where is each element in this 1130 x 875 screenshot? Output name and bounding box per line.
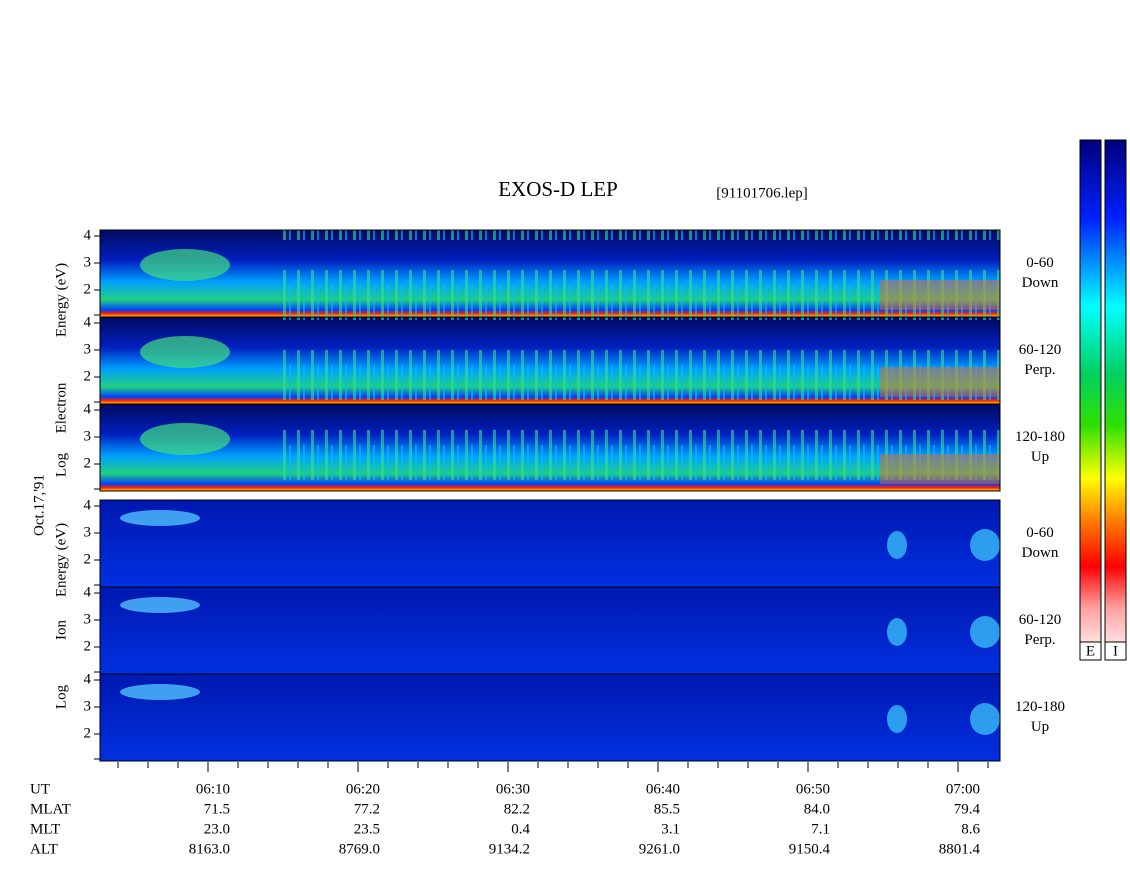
row-label: MLT bbox=[30, 821, 60, 837]
spectrogram-feature bbox=[140, 423, 230, 455]
row-value: 23.0 bbox=[204, 821, 230, 837]
y-axis-label: Ion bbox=[53, 620, 69, 640]
plots: 2 3 4 0-60 Down 2 3 4 60-120 Perp. 2 3 4 120-180 Up Log… bbox=[30, 227, 1065, 857]
spectrogram-feature bbox=[880, 280, 1000, 310]
spectrogram-feature bbox=[970, 616, 1000, 648]
colorbar-box bbox=[1104, 641, 1127, 661]
date-label: Oct.17,'91 bbox=[31, 474, 47, 536]
spectrogram-feature bbox=[120, 684, 200, 700]
panel-frame bbox=[99, 403, 1001, 492]
y-axis-label: Energy (eV) bbox=[53, 263, 69, 337]
y-tick-label: 4 bbox=[84, 497, 92, 513]
row-value: 7.1 bbox=[811, 821, 830, 837]
panel-label: 0-60 bbox=[1026, 525, 1054, 541]
panel-label: 120-180 bbox=[1015, 429, 1065, 445]
y-tick-label: 3 bbox=[84, 524, 92, 540]
row-value: 06:30 bbox=[496, 781, 530, 797]
row-value: 9134.2 bbox=[489, 841, 530, 857]
colorbar bbox=[1079, 139, 1102, 661]
title: EXOS-D LEP bbox=[498, 177, 618, 201]
row-value: 06:20 bbox=[346, 781, 380, 797]
row-value: 06:50 bbox=[796, 781, 830, 797]
row-label: UT bbox=[30, 781, 50, 797]
row-value: 9261.0 bbox=[639, 841, 680, 857]
spectrogram bbox=[100, 500, 1000, 587]
spectrogram-feature bbox=[887, 531, 907, 559]
panel-label: 60-120 bbox=[1019, 342, 1062, 358]
row-value: 8.6 bbox=[961, 821, 980, 837]
y-tick-label: 4 bbox=[84, 584, 92, 600]
y-tick-label: 2 bbox=[84, 455, 92, 471]
spectrogram-feature bbox=[120, 597, 200, 613]
file-label: [91101706.lep] bbox=[716, 185, 808, 201]
row-label: MLAT bbox=[30, 801, 71, 817]
spectrogram-feature bbox=[970, 703, 1000, 735]
spectrogram-feature bbox=[880, 454, 1000, 484]
spectrogram-streaks bbox=[280, 404, 1000, 491]
y-tick-label: 3 bbox=[84, 611, 92, 627]
y-axis-label: Log bbox=[53, 684, 69, 709]
spectrogram-feature bbox=[120, 510, 200, 526]
y-axis-label: Log bbox=[53, 452, 69, 477]
panel-label: 0-60 bbox=[1026, 255, 1054, 271]
y-tick-label: 4 bbox=[84, 227, 92, 243]
spectrogram-feature bbox=[140, 249, 230, 281]
y-tick-label: 2 bbox=[84, 638, 92, 654]
row-value: 06:40 bbox=[646, 781, 680, 797]
y-axis-label: Electron bbox=[53, 382, 69, 433]
row-value: 0.4 bbox=[511, 821, 530, 837]
spectrogram bbox=[100, 674, 1000, 761]
panel-label: 60-120 bbox=[1019, 612, 1062, 628]
row-value: 82.2 bbox=[504, 801, 530, 817]
panel-label: 120-180 bbox=[1015, 699, 1065, 715]
y-tick-label: 4 bbox=[84, 314, 92, 330]
row-value: 06:10 bbox=[196, 781, 230, 797]
spectrogram-feature bbox=[887, 705, 907, 733]
row-value: 85.5 bbox=[654, 801, 680, 817]
spectrogram bbox=[100, 587, 1000, 674]
row-value: 9150.4 bbox=[789, 841, 831, 857]
panel-label: Perp. bbox=[1024, 632, 1055, 648]
spectrogram-streaks bbox=[280, 317, 1000, 404]
spectrogram-feature bbox=[887, 618, 907, 646]
y-tick-label: 3 bbox=[84, 254, 92, 270]
y-axis-label: Energy (eV) bbox=[53, 523, 69, 597]
panel-frame bbox=[99, 673, 1001, 762]
spectrogram-feature bbox=[880, 367, 1000, 397]
colorbar bbox=[1104, 139, 1127, 661]
row-value: 8801.4 bbox=[939, 841, 981, 857]
y-tick-label: 2 bbox=[84, 551, 92, 567]
row-value: 77.2 bbox=[354, 801, 380, 817]
panel-label: Up bbox=[1031, 449, 1049, 465]
spectrogram-streaks bbox=[280, 230, 1000, 317]
row-value: 3.1 bbox=[661, 821, 680, 837]
row-value: 8163.0 bbox=[189, 841, 230, 857]
panel-label: Up bbox=[1031, 719, 1049, 735]
row-value: 71.5 bbox=[204, 801, 230, 817]
y-tick-label: 4 bbox=[84, 401, 92, 417]
y-tick-label: 2 bbox=[84, 281, 92, 297]
y-tick-label: 3 bbox=[84, 341, 92, 357]
row-value: 84.0 bbox=[804, 801, 830, 817]
colorbar-box bbox=[1079, 641, 1102, 661]
y-tick-label: 4 bbox=[84, 671, 92, 687]
panel-label: Down bbox=[1022, 275, 1059, 291]
y-tick-label: 2 bbox=[84, 725, 92, 741]
row-value: 07:00 bbox=[946, 781, 980, 797]
row-value: 79.4 bbox=[954, 801, 981, 817]
row-label: ALT bbox=[30, 841, 58, 857]
colorbar-label: I bbox=[1113, 643, 1118, 659]
panel-label: Down bbox=[1022, 545, 1059, 561]
row-value: 23.5 bbox=[354, 821, 380, 837]
y-tick-label: 3 bbox=[84, 698, 92, 714]
panel-label: Perp. bbox=[1024, 362, 1055, 378]
y-tick-label: 2 bbox=[84, 368, 92, 384]
row-value: 8769.0 bbox=[339, 841, 380, 857]
colorbar-label: E bbox=[1086, 643, 1095, 659]
y-tick-label: 3 bbox=[84, 428, 92, 444]
spectrogram-feature bbox=[970, 529, 1000, 561]
spectrogram-feature bbox=[140, 336, 230, 368]
